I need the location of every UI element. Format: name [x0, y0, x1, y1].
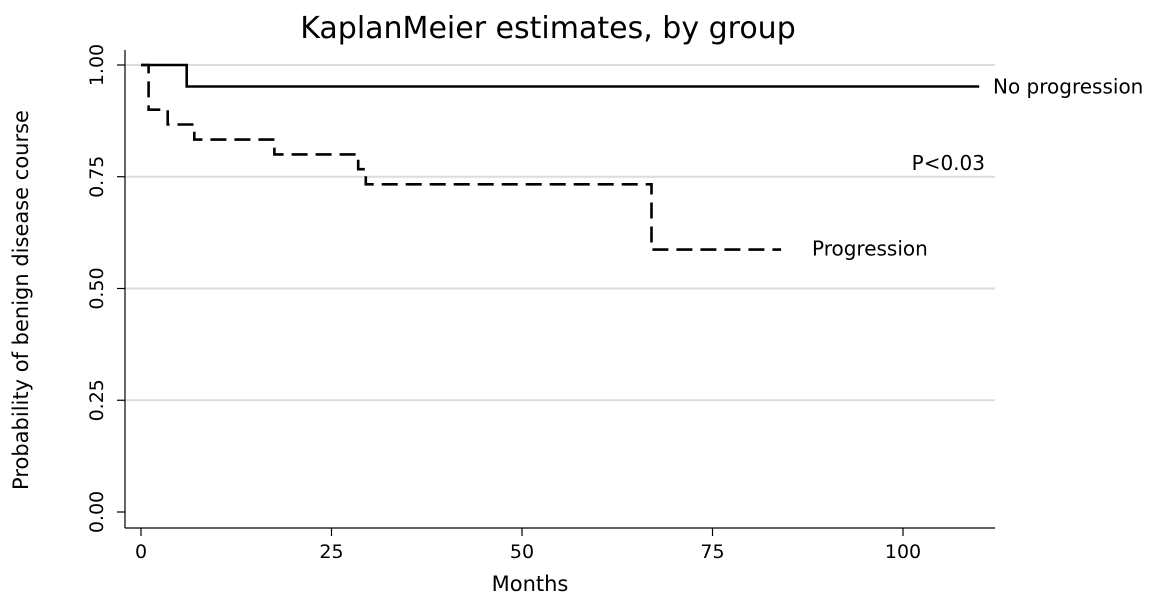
y-tick-label-1: 0.25 — [86, 379, 108, 421]
x-tick-label-2: 50 — [510, 541, 534, 563]
y-tick-label-0: 0.00 — [86, 491, 108, 533]
x-tick-label-4: 100 — [885, 541, 921, 563]
y-tick-label-4: 1.00 — [86, 44, 108, 86]
series-label-no-progression: No progression — [993, 74, 1143, 98]
x-tick-label-3: 75 — [700, 541, 724, 563]
y-axis-label: Probability of benign disease course — [9, 110, 33, 490]
x-tick-label-1: 25 — [319, 541, 343, 563]
x-tick-label-0: 0 — [135, 541, 147, 563]
y-tick-label-3: 0.75 — [86, 156, 108, 198]
chart-title: KaplanMeier estimates, by group — [300, 11, 795, 46]
series-line-no-progression — [141, 63, 980, 88]
series-labels: No progression Progression P<0.03 — [812, 74, 1143, 260]
series-label-progression: Progression — [812, 237, 928, 261]
axes — [117, 50, 995, 536]
tick-labels: 0.00 0.25 0.50 0.75 1.00 0 25 50 75 100 — [86, 44, 921, 563]
grid-lines — [125, 64, 995, 402]
x-axis-label: Months — [492, 572, 569, 596]
y-tick-label-2: 0.50 — [86, 267, 108, 309]
p-value-annotation: P<0.03 — [912, 151, 985, 175]
series — [141, 63, 980, 251]
series-line-progression — [141, 63, 782, 251]
